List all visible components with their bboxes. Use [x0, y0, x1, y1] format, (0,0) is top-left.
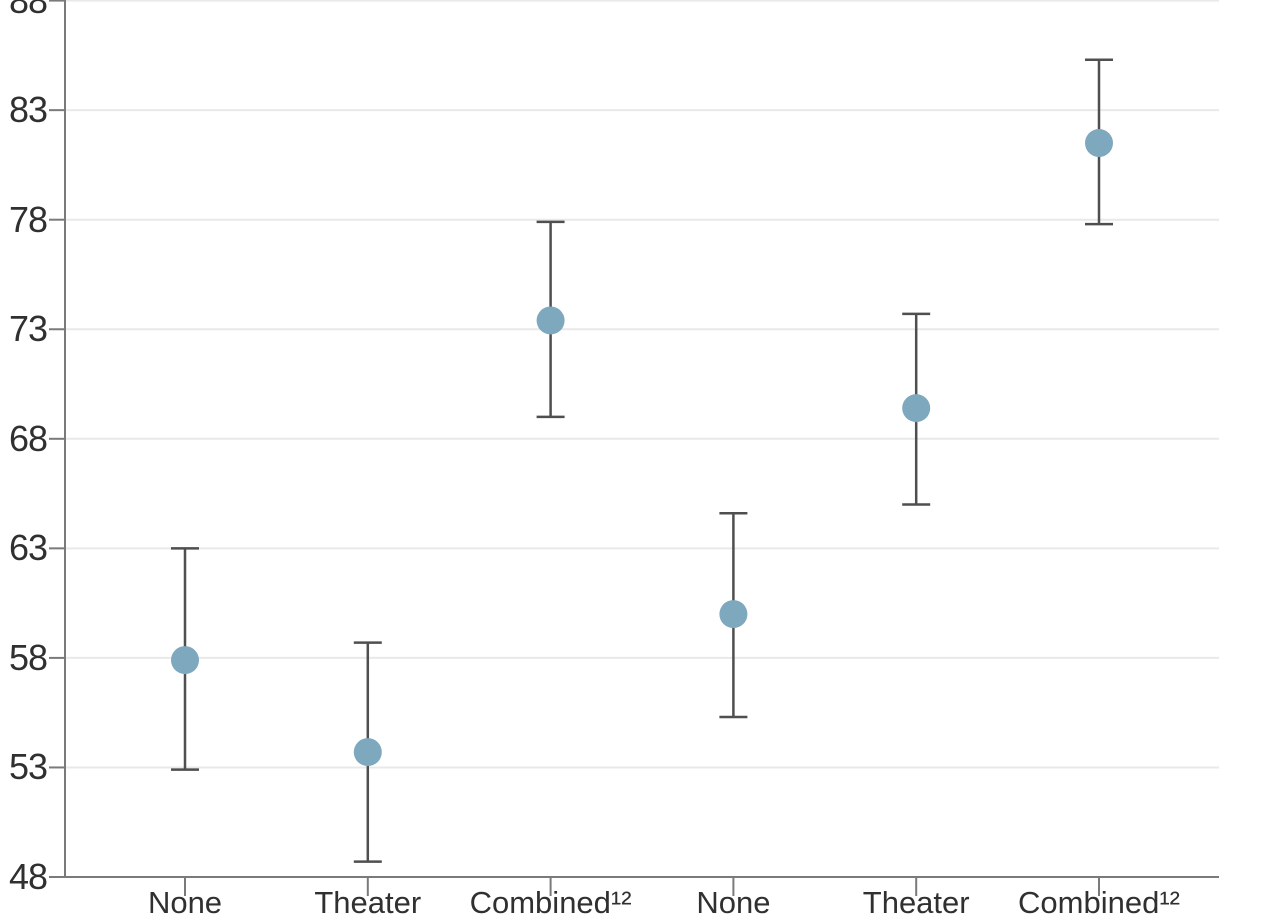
x-tick-label: Combined¹² — [1018, 885, 1180, 920]
mean-point-marker — [902, 394, 931, 423]
y-tick-label: 78 — [8, 198, 48, 240]
y-tick-label: 48 — [8, 856, 48, 897]
mean-point-marker — [719, 600, 748, 629]
mean-point-marker — [1085, 129, 1113, 158]
y-tick-label: 58 — [8, 636, 48, 678]
mean-point-marker — [353, 738, 382, 767]
y-tick-label: 73 — [8, 308, 48, 350]
y-tick-label: 63 — [8, 527, 48, 569]
mean-point-marker — [171, 646, 199, 675]
mean-point-marker — [536, 306, 565, 335]
y-tick-label: 53 — [8, 746, 48, 788]
y-tick-label: 88 — [8, 0, 48, 21]
y-tick-label: 83 — [8, 89, 48, 131]
y-tick-label: 68 — [8, 417, 48, 459]
